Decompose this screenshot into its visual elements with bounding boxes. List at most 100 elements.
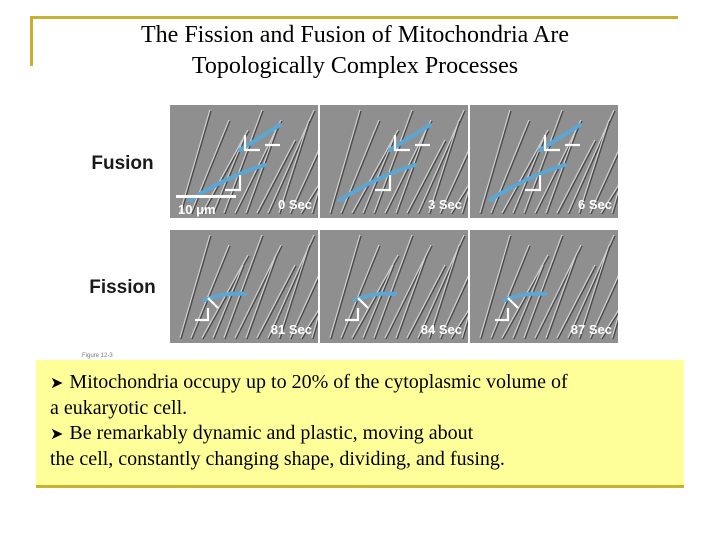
mitochondrion-streak <box>451 187 468 215</box>
mitochondrion-streak <box>180 235 212 340</box>
bullet-item-1-cont: a eukaryotic cell. <box>36 396 684 421</box>
mitochondrion-streak <box>556 264 596 339</box>
micrograph-panel-fusion-1: 0 Sec <box>170 105 318 218</box>
mitochondrion-streak <box>201 129 249 214</box>
mitochondrion-streak <box>289 150 318 214</box>
mitochondrion-streak <box>191 245 231 340</box>
pointer-arrow <box>345 308 360 322</box>
mitochondrion-streak <box>439 275 468 339</box>
mitochondrion-streak <box>429 245 461 340</box>
mitochondrion-streak <box>589 150 618 214</box>
time-label: 81 Sec <box>270 322 312 337</box>
pointer-arrow <box>507 297 519 309</box>
mitochondrion-streak <box>440 278 468 340</box>
figure-caption-note: Figure 12-3 <box>82 353 113 359</box>
micrograph-panel-fission-3: 87 Sec <box>470 230 618 343</box>
pointer-arrow <box>495 308 510 322</box>
pointer-arrow <box>207 297 219 309</box>
mitochondrion-streak <box>374 235 414 340</box>
mitochondrion-streak <box>512 264 544 339</box>
time-label: 3 Sec <box>428 197 462 212</box>
mitochondrion-streak <box>590 278 618 340</box>
micrograph-drawing <box>179 234 318 340</box>
mitochondrion-streak <box>351 129 399 214</box>
micrograph-drawing <box>479 109 618 215</box>
mitochondrion-streak <box>491 245 531 340</box>
title-line-1: The Fission and Fusion of Mitochondria A… <box>141 22 569 48</box>
mitochondrion-streak <box>374 110 414 215</box>
mitochondrion-streak <box>490 244 530 339</box>
slide-title: The Fission and Fusion of Mitochondria A… <box>40 20 670 82</box>
mitochondrion-streak <box>611 314 618 339</box>
bullet-2-line-2: the cell, constantly changing shape, div… <box>50 448 505 470</box>
mitochondrion-streak <box>363 265 395 340</box>
mitochondrion-streak <box>545 129 577 214</box>
time-label: 6 Sec <box>578 197 612 212</box>
pointer-arrow <box>357 297 369 309</box>
mitochondrion-streak <box>523 109 563 214</box>
mitochondrion-streak <box>513 265 545 340</box>
pointer-arrow <box>375 175 392 192</box>
mitochondrion-streak <box>461 314 468 339</box>
arrow-bullet-icon: ➤ <box>50 426 64 443</box>
highlighted-mitochondrion <box>338 123 432 202</box>
mitochondrion-streak <box>556 139 596 214</box>
mitochondrion-streak <box>407 140 447 215</box>
pointer-arrow <box>393 135 410 152</box>
pointer-arrow <box>225 175 242 192</box>
title-line-2: Topologically Complex Processes <box>191 53 519 79</box>
time-label: 84 Sec <box>420 322 462 337</box>
mitochondrion-streak <box>330 235 362 340</box>
micrograph-figure: Fusion Fission 0 Sec 3 Sec 6 Sec 81 Sec … <box>80 105 630 359</box>
mitochondrion-streak <box>257 265 297 340</box>
highlighted-mitochondrion <box>488 123 582 202</box>
mitochondrion-streak <box>395 254 427 339</box>
bullet-item-2-cont: the cell, constantly changing shape, div… <box>36 447 684 472</box>
micrograph-panel-fusion-2: 3 Sec <box>320 105 468 218</box>
bullet-textbox: ➤ Mitochondria occupy up to 20% of the cy… <box>36 360 684 488</box>
micrograph-panel-fusion-3: 6 Sec <box>470 105 618 218</box>
mitochondrion-streak <box>601 187 618 215</box>
mitochondrion-streak <box>611 189 618 214</box>
mitochondrion-streak <box>479 234 511 339</box>
mitochondrion-streak <box>579 120 611 215</box>
mitochondrion-streak <box>290 153 318 215</box>
frame-top-line <box>30 16 678 19</box>
pointer-arrow <box>543 135 560 152</box>
mitochondrion-streak <box>590 153 618 215</box>
mitochondrion-streak <box>246 255 278 340</box>
mitochondrion-streak <box>491 120 531 215</box>
pointer-arrow <box>195 308 210 322</box>
time-label: 87 Sec <box>570 322 612 337</box>
mitochondrion-streak <box>224 235 264 340</box>
mitochondrion-streak <box>279 120 311 215</box>
mitochondrion-streak <box>450 184 468 214</box>
mitochondrion-streak <box>373 109 413 214</box>
mitochondrion-streak <box>278 119 310 214</box>
mitochondrion-streak <box>245 129 277 214</box>
mitochondrion-streak <box>396 255 428 340</box>
bullet-1-line-2: a eukaryotic cell. <box>50 397 188 419</box>
frame-left-line <box>30 16 33 66</box>
mitochondrion-streak <box>341 245 381 340</box>
mitochondrion-streak <box>524 235 564 340</box>
mitochondrion-streak <box>212 264 244 339</box>
mitochondrion-streak <box>289 275 318 339</box>
mitochondrion-streak <box>428 244 460 339</box>
mitochondrion-streak <box>546 255 578 340</box>
arrow-bullet-icon: ➤ <box>50 375 64 392</box>
micrograph-drawing <box>329 109 468 215</box>
mitochondrion-streak <box>407 265 447 340</box>
scale-bar-label: 10 μm <box>178 202 216 217</box>
mitochondrion-streak <box>362 139 394 214</box>
mitochondrion-streak <box>190 244 230 339</box>
mitochondrion-streak <box>578 119 610 214</box>
mitochondrion-streak <box>278 244 310 339</box>
mitochondrion-streak <box>557 265 597 340</box>
mitochondrion-streak <box>245 254 277 339</box>
mitochondrion-streak <box>212 139 244 214</box>
mitochondrion-streak <box>311 314 318 339</box>
mitochondrion-streak <box>579 245 611 340</box>
mitochondrion-streak <box>373 234 413 339</box>
mitochondrion-streak <box>523 234 563 339</box>
